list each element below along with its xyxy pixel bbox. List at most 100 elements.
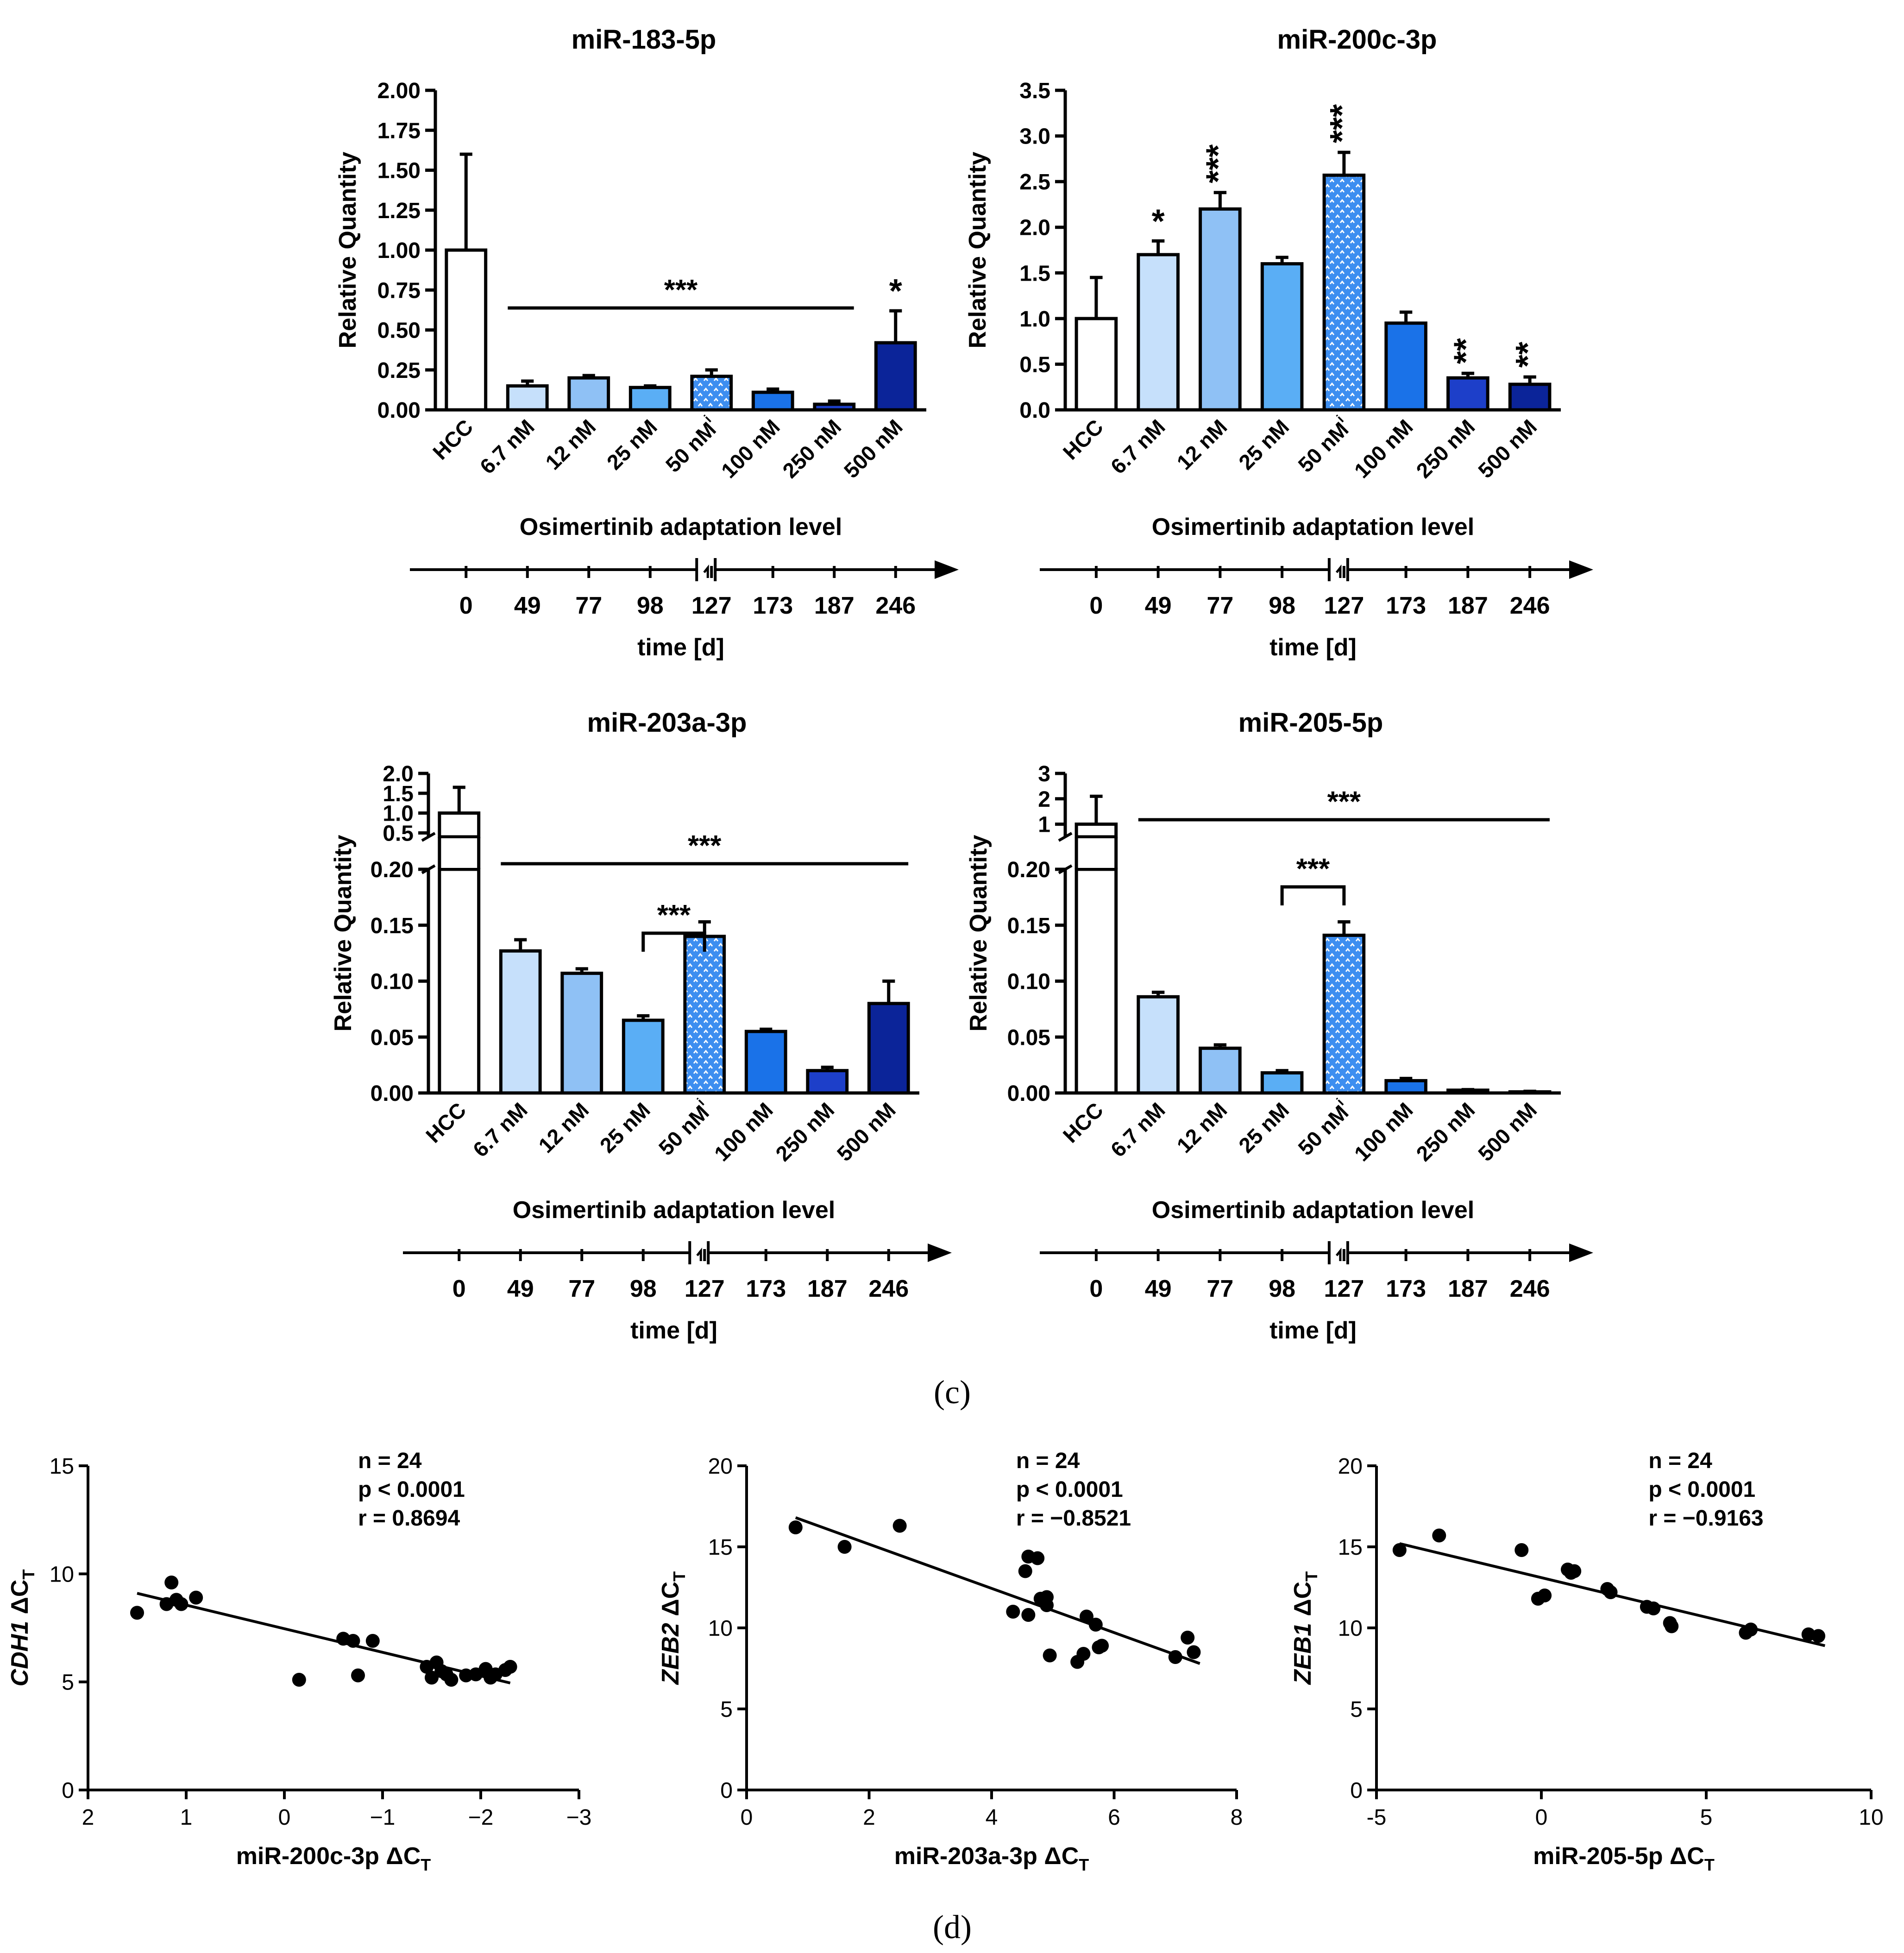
mir205-y-tick-label: 2 [1038, 787, 1050, 812]
mir203a-timeline-tick-label: 0 [452, 1275, 466, 1302]
mir205-y-tick-label: 3 [1038, 762, 1050, 786]
scatter3-x-tick-label: 0 [1535, 1805, 1548, 1830]
scatter2-data-point [1181, 1631, 1195, 1645]
scatter3-data-point [1392, 1543, 1407, 1557]
mir203a-y-label: Relative Quantity [330, 835, 357, 1032]
scatter1-x-tick-label: 1 [180, 1805, 193, 1830]
mir203a-span-stars: *** [688, 830, 722, 862]
mir183-y-tick-label: 1.25 [377, 199, 421, 223]
mir200c-bar [1260, 262, 1304, 412]
mir203a-x-tick-label: 250 nM [771, 1098, 839, 1166]
mir183-y-tick-label: 0.50 [377, 319, 421, 343]
mir183-y-tick-label: 2.00 [377, 79, 421, 103]
mir203a-y-tick-label: 0.5 [383, 821, 414, 846]
scatter1-data-point [346, 1634, 360, 1648]
mir205-y-tick-label: 0.15 [1007, 914, 1050, 938]
mir205-y-tick-label: 0.20 [1007, 858, 1050, 882]
mir205-x-tick-label: 6.7 nM [1106, 1098, 1170, 1162]
scatter1-data-point [351, 1668, 365, 1683]
scatter1-stat-1: p < 0.0001 [358, 1477, 465, 1502]
scatter3-data-point [1514, 1543, 1529, 1557]
mir183-bar [567, 376, 610, 412]
scatter3-stat-2: r = −0.9163 [1648, 1506, 1763, 1531]
scatter2-data-point [837, 1540, 852, 1554]
mir203a-x-tick-label: 6.7 nM [468, 1098, 532, 1162]
mir200c-timeline-tick-label: 127 [1324, 592, 1364, 619]
mir200c-y-tick-label: 1.5 [1019, 261, 1050, 286]
mir200c-x-tick-label: 500 nM [1473, 414, 1541, 483]
mir205-x-tick-label: HCC [1058, 1098, 1108, 1147]
mir203a-y-tick-label: 0.10 [371, 970, 414, 994]
scatter2-data-point [1079, 1609, 1093, 1624]
scatter1-y-label: CDH1 ΔCT [6, 1570, 38, 1687]
mir200c-significance-stars: ** [1509, 342, 1546, 368]
mir200c-x-tick-label: 50 nMi [1291, 412, 1356, 477]
mir203a-bar-break [436, 838, 482, 868]
mir183-bar [628, 386, 672, 412]
mir183-timeline-tick-label: 173 [753, 592, 793, 619]
mir200c-timeline-label: time [d] [1269, 634, 1357, 661]
mir205-timeline-tick-label: 246 [1510, 1275, 1550, 1302]
mir203a-timeline-tick-label: 49 [507, 1275, 534, 1302]
mir205-title: miR-205-5p [1238, 708, 1383, 738]
mir203a-bracket [641, 931, 706, 952]
mir183-span-stars: *** [664, 274, 698, 306]
mir205-bar [1075, 867, 1118, 1095]
mir183-timeline-tick-label: 49 [514, 592, 541, 619]
mir205-timeline-tick-label: 187 [1448, 1275, 1488, 1302]
mir205-y-tick-label: 0.10 [1007, 970, 1050, 994]
mir203a-x-tick-label: 12 nM [534, 1098, 593, 1157]
scatter2-x-tick-label: 8 [1231, 1805, 1243, 1830]
mir200c-title: miR-200c-3p [1277, 25, 1437, 55]
scatter3-y-tick-label: 20 [1338, 1454, 1363, 1479]
scatter3-stat-0: n = 24 [1648, 1449, 1712, 1473]
mir200c-timeline-break-glyph [1335, 564, 1342, 578]
mir205-y-tick-label: 0.00 [1007, 1081, 1050, 1106]
mir200c-y-tick-label: 0.0 [1019, 398, 1050, 423]
mir200c-x-tick-label: 12 nM [1172, 414, 1232, 474]
scatter1-data-point [503, 1660, 517, 1674]
mir200c-timeline-tick-label: 77 [1206, 592, 1233, 619]
scatter3-x-tick-label: -5 [1367, 1805, 1387, 1830]
scatter1-y-tick-label: 10 [50, 1562, 74, 1587]
scatter2-y-tick-label: 5 [720, 1697, 733, 1722]
scatter1-stat-2: r = 0.8694 [358, 1506, 460, 1531]
scatter1-x-tick-label: −3 [566, 1805, 592, 1830]
mir183-y-tick-label: 0.00 [377, 398, 421, 423]
mir200c-timeline-tick-label: 49 [1145, 592, 1172, 619]
mir200c-significance-stars: *** [1200, 144, 1237, 183]
mir205-y-tick-label: 1 [1038, 813, 1050, 837]
scatter3-x-tick-label: 5 [1700, 1805, 1713, 1830]
mir183-title: miR-183-5p [572, 25, 716, 55]
mir203a-bar [744, 1030, 787, 1095]
mir200c-x-label: Osimertinib adaptation level [1152, 514, 1474, 540]
mir205-bar [1322, 933, 1366, 1095]
mir203a-bar [622, 1018, 665, 1095]
mir205-timeline-tick-label: 173 [1386, 1275, 1426, 1302]
mir183-timeline-tick-label: 0 [459, 592, 473, 619]
mir200c-x-tick-label: 25 nM [1234, 414, 1294, 474]
scatter2-data-point [1076, 1647, 1091, 1661]
mir183-timeline-label: time [d] [637, 634, 724, 661]
scatter3-data-point [1811, 1629, 1826, 1643]
mir203a-x-tick-label: 500 nM [832, 1098, 900, 1166]
mir203a-bracket-stars: *** [657, 899, 691, 931]
scatter2-stat-0: n = 24 [1016, 1449, 1080, 1473]
mir203a-bar [560, 972, 603, 1095]
scatter1-data-point [174, 1597, 189, 1611]
mir205-bracket [1280, 885, 1346, 905]
mir200c-y-tick-label: 2.0 [1019, 216, 1050, 240]
scatter3-data-point [1567, 1564, 1582, 1578]
mir203a-timeline-arrow [928, 1243, 952, 1262]
mir183-y-label: Relative Quantity [334, 152, 361, 349]
mir200c-timeline-tick-label: 187 [1448, 592, 1488, 619]
scatter2-x-tick-label: 0 [741, 1805, 753, 1830]
mir183-bar [506, 384, 549, 412]
scatter2-data-point [892, 1519, 907, 1533]
mir203a-bar [499, 949, 542, 1095]
scatter3-y-tick-label: 5 [1350, 1697, 1363, 1722]
mir183-timeline-tick-label: 246 [875, 592, 916, 619]
scatter1-x-label: miR-200c-3p ΔCT [236, 1843, 431, 1874]
mir183-bar [874, 341, 917, 412]
scatter2-data-point [1021, 1608, 1036, 1622]
